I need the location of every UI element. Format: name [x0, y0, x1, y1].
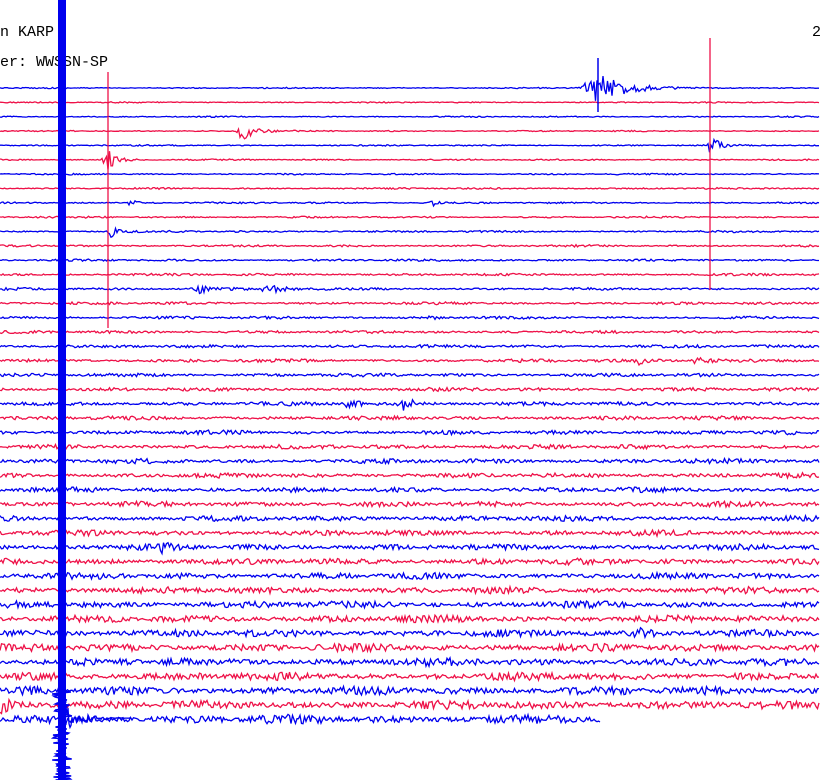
trace	[0, 485, 820, 495]
trace	[0, 570, 820, 581]
trace	[0, 499, 820, 509]
big-event-coda	[50, 689, 73, 780]
trace	[0, 186, 820, 191]
trace	[0, 599, 820, 610]
trace	[0, 329, 820, 335]
trace	[0, 284, 820, 295]
trace	[0, 712, 601, 726]
trace	[0, 442, 820, 451]
trace	[0, 386, 819, 393]
trace	[0, 642, 820, 654]
trace	[0, 613, 820, 625]
trace	[0, 670, 820, 683]
big-event-tail	[61, 706, 131, 730]
trace	[0, 414, 820, 422]
trace	[0, 471, 820, 480]
station-label: n KARP	[0, 24, 54, 41]
trace	[0, 656, 820, 669]
trace	[0, 300, 820, 306]
trace	[0, 76, 820, 101]
trace	[0, 172, 820, 176]
trace	[0, 513, 820, 523]
trace	[0, 151, 820, 170]
trace	[0, 541, 820, 556]
trace	[0, 199, 820, 208]
corner-label: 2	[812, 24, 820, 41]
trace	[0, 356, 820, 367]
trace	[0, 272, 820, 277]
trace	[0, 584, 820, 596]
trace	[0, 528, 820, 539]
trace	[0, 243, 820, 249]
trace	[0, 115, 820, 119]
trace	[0, 626, 820, 640]
trace	[0, 684, 820, 697]
trace	[0, 429, 820, 437]
trace	[0, 343, 820, 349]
trace	[0, 314, 820, 321]
trace	[0, 557, 820, 567]
trace	[0, 398, 820, 411]
trace	[0, 137, 819, 153]
big-event	[58, 0, 66, 780]
filter-label: er: WWSSN-SP	[0, 54, 108, 71]
trace	[0, 372, 820, 378]
trace	[0, 258, 819, 263]
trace	[0, 215, 820, 220]
trace	[0, 456, 820, 466]
trace	[0, 127, 820, 140]
trace	[0, 697, 820, 715]
trace	[0, 226, 820, 239]
trace	[0, 100, 820, 104]
